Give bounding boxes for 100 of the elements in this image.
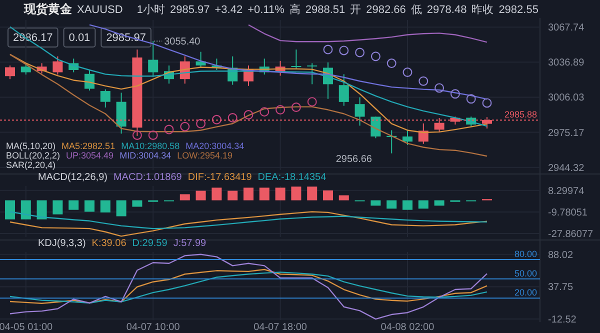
y-tick-label: 37.75 (548, 282, 574, 294)
text: MA(5,10,20) (6, 141, 56, 151)
bar (5, 200, 15, 220)
annotation: 3055.40 (164, 36, 201, 48)
point (386, 58, 396, 68)
text: MID:3004.34 (120, 150, 172, 160)
point (132, 130, 142, 140)
bar (370, 200, 381, 206)
point (180, 122, 190, 132)
point (323, 44, 333, 54)
annotation: 2956.66 (336, 154, 372, 165)
candlestick (402, 129, 412, 146)
point (244, 110, 254, 120)
x-tick-label: 04-07 18:00 (254, 322, 308, 333)
bar (228, 190, 238, 200)
point (466, 94, 476, 104)
bar (275, 188, 286, 200)
bar (196, 190, 206, 200)
y-tick-label: -27.86077 (548, 229, 594, 240)
x-tick-label: 04-05 01:00 (0, 322, 54, 333)
bar (291, 186, 302, 200)
candlestick (20, 64, 31, 76)
point (339, 46, 349, 56)
ref-line-label: 80.00 (514, 249, 537, 260)
text: LOW:2954.19 (177, 150, 232, 160)
text: 开 (350, 4, 362, 16)
line-series (248, 24, 488, 43)
bar (180, 194, 190, 200)
point (260, 107, 270, 117)
bar (434, 200, 444, 206)
text: UP:3054.49 (66, 150, 114, 160)
candlestick (307, 62, 318, 85)
ref-line-label: 2985.88 (504, 110, 537, 120)
bar (116, 200, 126, 216)
candlestick (338, 74, 349, 106)
point (450, 89, 460, 99)
bar (338, 195, 349, 200)
text: 低 (410, 4, 422, 16)
line-series (9, 211, 488, 230)
text: 现货黄金 (23, 2, 73, 16)
bar (100, 200, 110, 212)
candlestick (100, 88, 110, 108)
y-tick-label: 3067.74 (548, 22, 585, 34)
point (370, 52, 380, 62)
bar (307, 186, 318, 200)
text: +3.42 (214, 4, 243, 16)
point (355, 48, 365, 58)
y-tick-label: 2975.17 (548, 128, 585, 139)
candlestick (354, 96, 365, 126)
text: SAR(2,20,4) (6, 160, 56, 170)
point (148, 130, 158, 140)
line-series (9, 211, 488, 237)
bar (259, 188, 270, 200)
y-tick-label: 2944.32 (548, 162, 585, 174)
y-tick-label: 3036.89 (548, 58, 585, 69)
text: 1小时 (136, 3, 165, 16)
bar (212, 188, 222, 200)
point (482, 98, 492, 108)
bar (386, 200, 397, 209)
x-tick-label: 04-07 10:00 (126, 322, 180, 333)
point (418, 76, 428, 86)
text: 2982.55 (498, 4, 538, 16)
candlestick (291, 49, 302, 70)
point (307, 97, 317, 107)
bar (132, 200, 142, 207)
text: 2985.97 (170, 4, 210, 16)
point (228, 112, 238, 122)
text: XAUUSD (77, 4, 123, 16)
point (196, 118, 206, 128)
text: 昨收 (472, 4, 494, 16)
bar (68, 200, 79, 210)
y-tick-label: 8.29974 (548, 186, 585, 197)
text: +0.11% (248, 4, 285, 16)
bar (36, 200, 47, 220)
candlestick (370, 116, 381, 139)
y-tick-label: -9.78051 (548, 207, 588, 218)
y-tick-label: -12.52 (548, 314, 577, 326)
candlestick (52, 56, 63, 76)
text: 2982.66 (366, 4, 406, 16)
point (434, 83, 444, 93)
legend: MACD(12,26,9) MACD:1.01869 DIF:-17.63419 DEA:-18.14354 (38, 172, 326, 183)
ref-line-label: 20.00 (514, 288, 537, 298)
bar (402, 200, 412, 210)
bar (418, 200, 428, 209)
point (212, 114, 222, 124)
line-series (9, 26, 488, 127)
point (402, 68, 412, 78)
annotation: 0.01 (68, 32, 90, 44)
text: 2988.51 (305, 4, 346, 16)
legend: KDJ(9,3,3) K:39.06 D:29.59 J:57.99 (38, 238, 206, 249)
text: 2978.48 (426, 4, 467, 16)
candlestick (418, 122, 428, 144)
text: MA5:2982.51 (62, 141, 116, 151)
bar (323, 190, 333, 200)
candlestick (84, 70, 94, 91)
text: 高 (289, 3, 300, 16)
candlestick (5, 64, 15, 80)
x-tick-label: 04-08 02:00 (380, 322, 435, 333)
bar (52, 200, 63, 214)
text: MA20:3004.34 (186, 141, 244, 151)
